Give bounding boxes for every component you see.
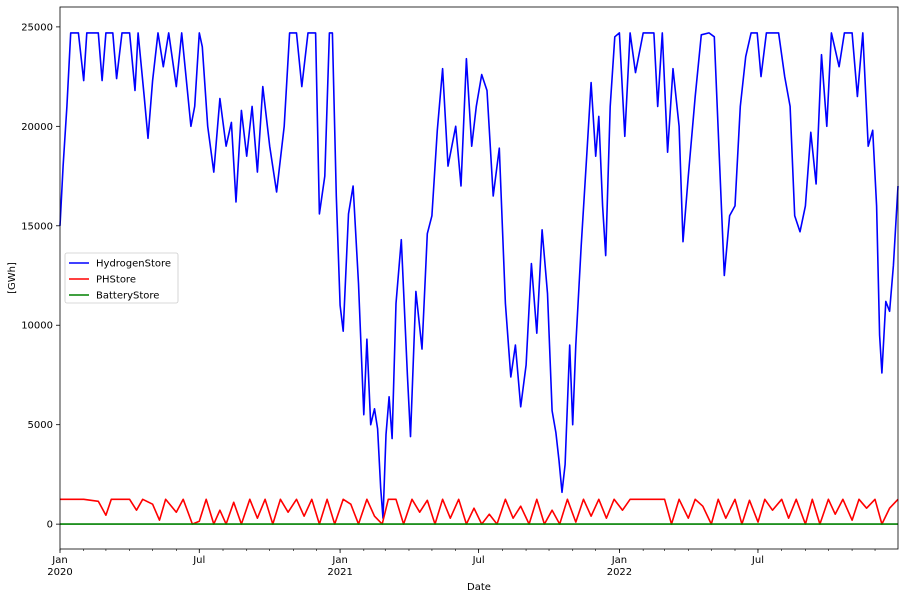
- legend-entry: BatteryStore: [96, 291, 159, 302]
- legend-entry: PHStore: [96, 275, 136, 286]
- series-line-phstore: [60, 498, 899, 525]
- legend: HydrogenStore PHStore BatteryStore: [64, 252, 179, 304]
- x-tick-sublabel: 2021: [327, 567, 352, 578]
- plot-frame: [59, 6, 899, 550]
- legend-box: [64, 252, 179, 304]
- y-tick-label: 5000: [28, 420, 53, 431]
- y-tick-label: 20000: [21, 122, 53, 133]
- series-line-hydrogenstore: [59, 32, 899, 520]
- y-tick-label: 25000: [21, 22, 53, 33]
- y-tick-label: 10000: [21, 321, 53, 332]
- x-tick-label: Jan: [51, 555, 67, 566]
- legend-entry: HydrogenStore: [96, 259, 171, 270]
- y-tick-label: 0: [47, 520, 53, 531]
- x-tick-label: Jul: [751, 555, 764, 566]
- y-tick-label: 15000: [21, 221, 53, 232]
- y-axis-ticks: 0 5000 10000 15000 20000 25000: [21, 22, 60, 531]
- x-tick-sublabel: 2020: [47, 567, 72, 578]
- plot-lines: [59, 32, 899, 525]
- x-tick-label: Jul: [192, 555, 205, 566]
- y-axis-label: [GWh]: [7, 262, 18, 294]
- x-tick-label: Jan: [331, 555, 347, 566]
- x-tick-sublabel: 2022: [607, 567, 632, 578]
- x-tick-label: Jan: [611, 555, 627, 566]
- x-axis-label: Date: [467, 582, 491, 593]
- x-tick-label: Jul: [472, 555, 485, 566]
